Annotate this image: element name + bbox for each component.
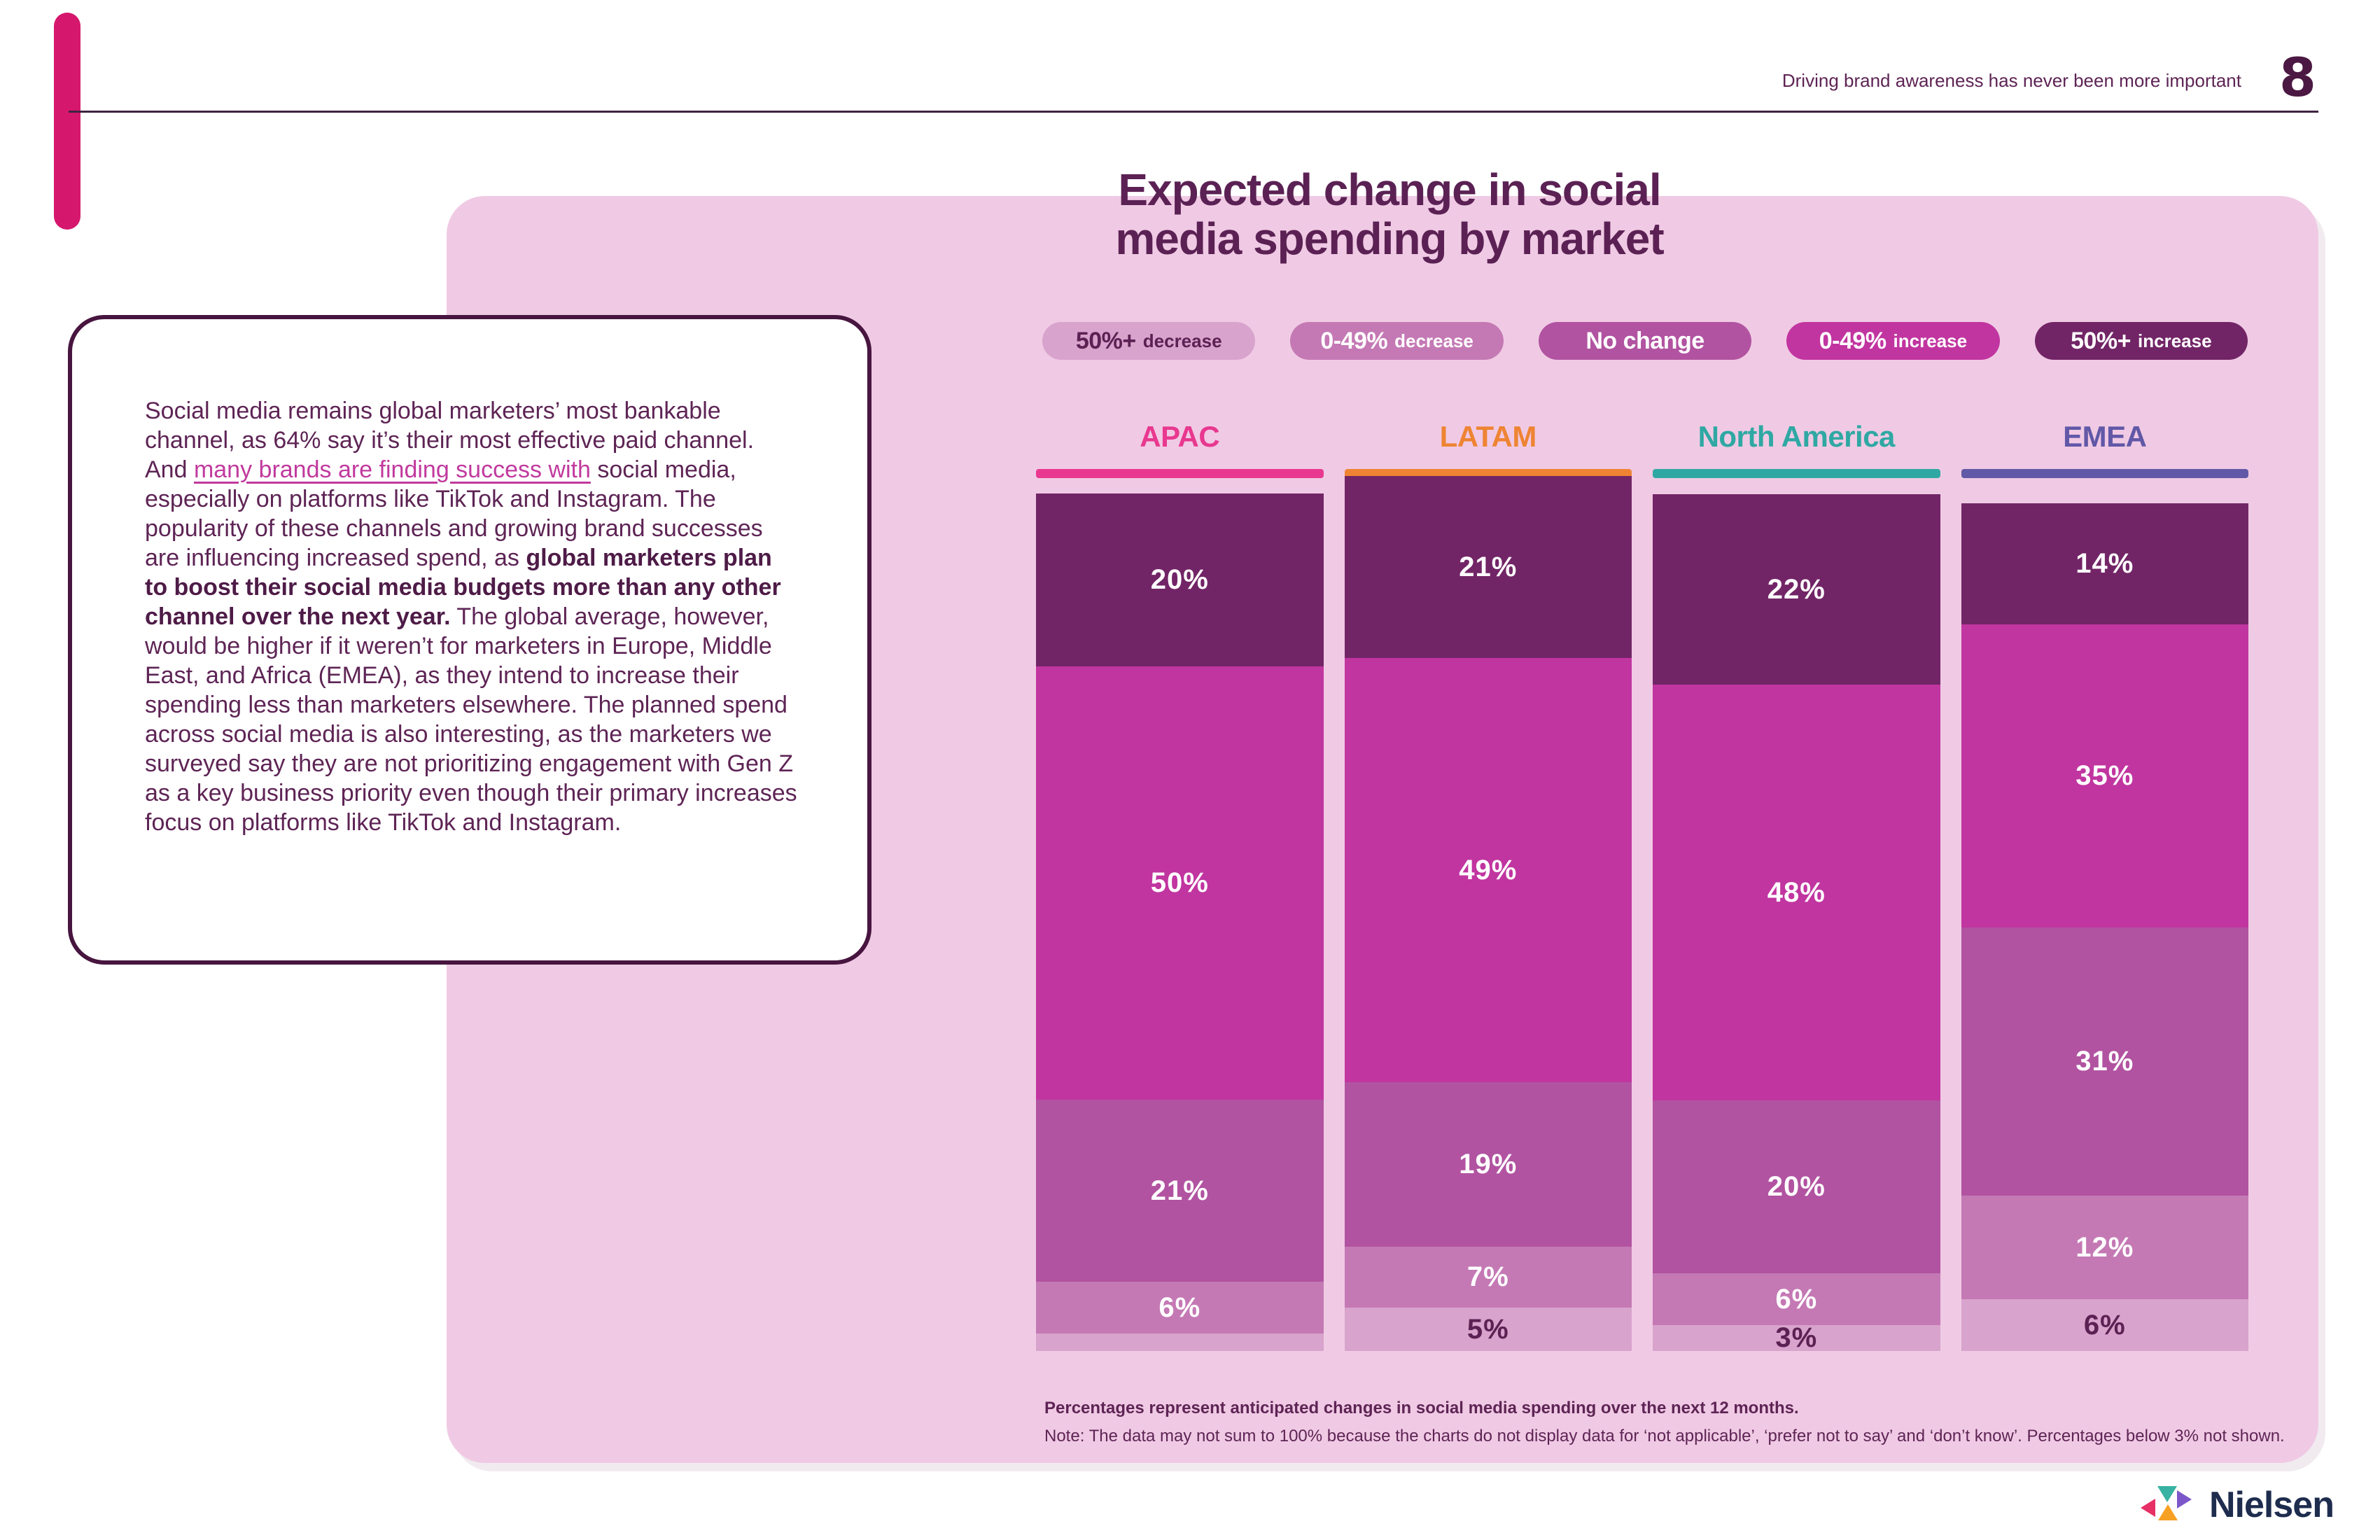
legend-pill-label: 0-49% — [1320, 327, 1388, 354]
bar-segment-label: 20% — [1150, 564, 1209, 595]
bar-segment-label: 5% — [1466, 1313, 1509, 1345]
header-divider — [69, 111, 2318, 113]
bar-segment — [1036, 1334, 1324, 1351]
bar-segment: 7% — [1344, 1247, 1632, 1308]
bar-segment: 6% — [1036, 1282, 1324, 1334]
bar-segment-label: 35% — [2076, 760, 2134, 791]
bar-segment-label: 31% — [2076, 1046, 2134, 1077]
legend-pill-50-increase: 50%+ increase — [2034, 322, 2248, 360]
bar-segment: 22% — [1653, 494, 1940, 685]
legend-pill-sublabel: increase — [2138, 330, 2212, 351]
bar-segment: 21% — [1344, 476, 1632, 658]
bar-segment: 31% — [1961, 927, 2248, 1196]
legend-pill-no-change: No change — [1538, 322, 1752, 360]
bar-segment-label: 3% — [1775, 1322, 1818, 1353]
commentary-text: Social media remains global marketers’ m… — [145, 396, 800, 837]
bar-segment: 49% — [1344, 658, 1632, 1082]
market-header: North America — [1698, 420, 1896, 453]
market-underline — [1961, 469, 2248, 478]
chart-title-line2: media spending by market — [1115, 214, 1664, 264]
bar-segment-label: 21% — [1150, 1175, 1209, 1206]
section-tab — [54, 13, 80, 230]
bar-segment-label: 6% — [1775, 1283, 1818, 1315]
bar-segment: 35% — [1961, 624, 2248, 927]
legend-pill-0-49-decrease: 0-49% decrease — [1290, 322, 1504, 360]
legend-pill-0-49-increase: 0-49% increase — [1786, 322, 2000, 360]
commentary-part3: The global average, however, would be hi… — [145, 603, 797, 836]
logo-triangle-up-icon — [2158, 1504, 2178, 1520]
legend-pill-label: No change — [1586, 327, 1704, 354]
commentary-part2: social media, especially on platforms li… — [145, 456, 763, 571]
bar-segment: 6% — [1961, 1299, 2248, 1351]
legend-pill-50-decrease: 50%+ decrease — [1042, 322, 1256, 360]
legend-pill-label: 0-49% — [1819, 327, 1886, 354]
page-number: 8 — [2279, 46, 2316, 108]
commentary-link[interactable]: many brands are finding success with — [193, 456, 591, 483]
stacked-bar: 22% 48% 20% 6% 3% — [1653, 494, 1940, 1353]
legend-pill-sublabel: decrease — [1142, 330, 1222, 351]
nielsen-wordmark: Nielsen — [2209, 1485, 2334, 1525]
market-underline — [1653, 469, 1940, 478]
stacked-bar: 20% 50% 21% 6% — [1036, 493, 1324, 1351]
bar-segment: 14% — [1961, 503, 2248, 624]
legend: 50%+ decrease 0-49% decrease No change 0-49% i… — [1042, 322, 2248, 360]
market-header: EMEA — [2063, 420, 2147, 453]
bar-segment-label: 48% — [1767, 876, 1826, 908]
bar-segment-label: 14% — [2076, 548, 2134, 579]
bar-segment: 48% — [1653, 685, 1940, 1100]
market-column-apac: APAC 20% 50% 21% 6% — [1036, 420, 1324, 1351]
market-column-latam: LATAM 21% 49% 19% 7% 5% — [1344, 420, 1632, 1351]
market-header: APAC — [1140, 420, 1220, 453]
footnote-secondary: Note: The data may not sum to 100% becau… — [1044, 1427, 2285, 1446]
stacked-bar-chart: APAC 20% 50% 21% 6% LATAM 21% 49% 19% 7% 5% North A… — [1036, 420, 2248, 1353]
bar-segment: 3% — [1653, 1322, 1940, 1353]
nielsen-logo-mark — [2139, 1485, 2198, 1525]
legend-pill-sublabel: increase — [1893, 330, 1968, 351]
bar-segment-label: 12% — [2076, 1231, 2134, 1263]
chart-title-line1: Expected change in social — [1118, 164, 1661, 215]
stacked-bar: 14% 35% 31% 12% 6% — [1961, 503, 2248, 1351]
market-column-emea: EMEA 14% 35% 31% 12% 6% — [1961, 420, 2248, 1351]
bar-segment: 5% — [1344, 1308, 1632, 1351]
header-note: Driving brand awareness has never been m… — [1782, 70, 2241, 91]
bar-segment-label: 49% — [1459, 854, 1518, 886]
stacked-bar: 21% 49% 19% 7% 5% — [1344, 476, 1632, 1351]
bar-segment-label: 20% — [1767, 1171, 1826, 1202]
footnote-primary: Percentages represent anticipated change… — [1044, 1399, 1799, 1418]
bar-segment-label: 22% — [1767, 573, 1826, 605]
legend-pill-label: 50%+ — [2071, 327, 2132, 354]
commentary-bold: global marketers plan to boost their soc… — [145, 545, 781, 630]
logo-triangle-left-icon — [2141, 1499, 2155, 1517]
commentary-card: Social media remains global marketers’ m… — [68, 315, 872, 965]
market-column-north-america: North America 22% 48% 20% 6% 3% — [1653, 420, 1940, 1353]
commentary-part1: Social media remains global marketers’ m… — [145, 398, 755, 483]
market-underline — [1344, 469, 1632, 478]
bar-segment: 20% — [1653, 1100, 1940, 1273]
bar-segment: 21% — [1036, 1100, 1324, 1282]
bar-segment-label: 50% — [1150, 867, 1209, 898]
bar-segment-label: 21% — [1459, 551, 1518, 582]
legend-pill-label: 50%+ — [1075, 327, 1136, 354]
logo-triangle-right-icon — [2177, 1490, 2192, 1508]
logo-triangle-down-icon — [2157, 1486, 2177, 1502]
bar-segment-label: 6% — [2083, 1309, 2126, 1340]
bar-segment-label: 6% — [1158, 1292, 1201, 1323]
market-underline — [1036, 469, 1324, 478]
chart-title: Expected change in social media spending… — [966, 165, 1813, 263]
bar-segment: 50% — [1036, 666, 1324, 1100]
bar-segment-label: 19% — [1459, 1149, 1518, 1180]
bar-segment-label: 7% — [1466, 1261, 1509, 1292]
bar-segment: 6% — [1653, 1273, 1940, 1325]
bar-segment: 19% — [1344, 1082, 1632, 1247]
legend-pill-sublabel: decrease — [1394, 330, 1474, 351]
bar-segment: 20% — [1036, 493, 1324, 666]
market-header: LATAM — [1439, 420, 1537, 453]
nielsen-logo: Nielsen — [2139, 1484, 2334, 1526]
bar-segment: 12% — [1961, 1196, 2248, 1299]
